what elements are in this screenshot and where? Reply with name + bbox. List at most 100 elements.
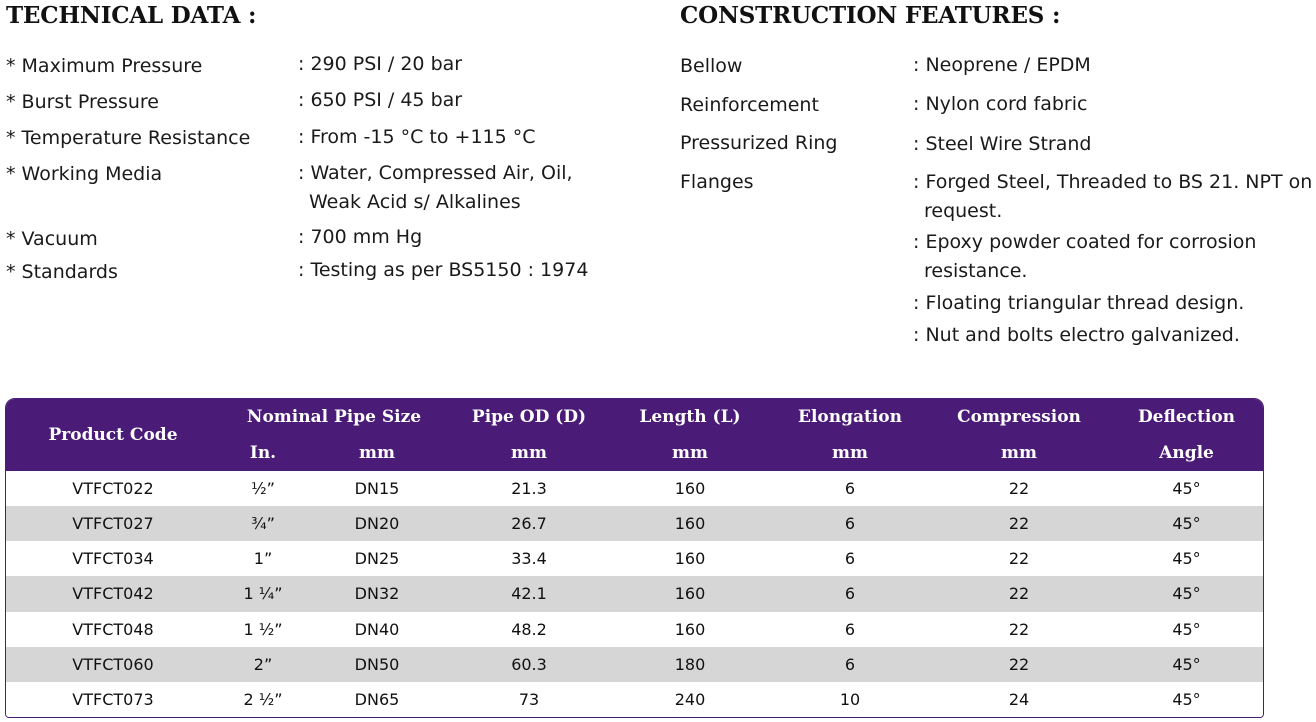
cell-od: 26.7 [448,506,610,542]
cell-inch: ¾” [220,506,306,542]
spec-value: : 700 mm Hg [298,226,423,248]
cell-code: VTFCT048 [6,611,220,647]
table-row: VTFCT060 2” DN50 60.3 180 6 22 45° [6,646,1263,682]
cell-od: 33.4 [448,541,610,577]
cell-od: 21.3 [448,471,610,507]
cell-od: 48.2 [448,611,610,647]
cell-elong: 6 [770,506,930,542]
cell-elong: 6 [770,611,930,647]
feature-value: : Epoxy powder coated for corrosion [913,231,1257,253]
header-unit-mm: mm [610,435,770,471]
cell-dn: DN32 [306,576,448,612]
cell-code: VTFCT060 [6,646,220,682]
cell-angle: 45° [1108,576,1263,612]
cell-length: 160 [610,611,770,647]
cell-comp: 22 [930,611,1108,647]
table-row: VTFCT073 2 ½” DN65 73 240 10 24 45° [6,681,1263,717]
spec-label: * Maximum Pressure [6,55,203,77]
cell-comp: 24 [930,681,1108,717]
cell-inch: 1 ½” [220,611,306,647]
cell-inch: 1” [220,541,306,577]
cell-length: 160 [610,506,770,542]
technical-data-title: TECHNICAL DATA : [6,2,257,29]
cell-comp: 22 [930,541,1108,577]
header-deflection: Deflection [1108,399,1263,435]
cell-dn: DN65 [306,681,448,717]
feature-value: : Nut and bolts electro galvanized. [913,324,1240,346]
spec-value: : Testing as per BS5150 : 1974 [298,259,589,281]
header-unit-mm: mm [306,435,448,471]
cell-code: VTFCT042 [6,576,220,612]
cell-angle: 45° [1108,541,1263,577]
header-nominal-pipe-size: Nominal Pipe Size [220,399,448,435]
feature-value-cont: request. [924,200,1003,222]
cell-elong: 6 [770,471,930,507]
feature-value: : Neoprene / EPDM [913,54,1091,76]
spec-value: : 290 PSI / 20 bar [298,53,463,75]
cell-dn: DN20 [306,506,448,542]
header-unit-in: In. [220,435,306,471]
cell-od: 60.3 [448,646,610,682]
header-compression: Compression [930,399,1108,435]
header-length: Length (L) [610,399,770,435]
cell-angle: 45° [1108,506,1263,542]
cell-code: VTFCT022 [6,471,220,507]
feature-value-cont: resistance. [924,260,1028,282]
spec-value: : Water, Compressed Air, Oil, [298,162,573,184]
spec-label: * Burst Pressure [6,91,159,113]
table-row: VTFCT048 1 ½” DN40 48.2 160 6 22 45° [6,611,1263,647]
cell-dn: DN50 [306,646,448,682]
cell-dn: DN15 [306,471,448,507]
table-row: VTFCT027 ¾” DN20 26.7 160 6 22 45° [6,506,1263,542]
cell-dn: DN25 [306,541,448,577]
cell-inch: 2 ½” [220,681,306,717]
cell-comp: 22 [930,471,1108,507]
spec-value: : From -15 °C to +115 °C [298,126,536,148]
cell-inch: ½” [220,471,306,507]
header-pipe-od: Pipe OD (D) [448,399,610,435]
cell-length: 160 [610,471,770,507]
feature-value: : Floating triangular thread design. [913,292,1245,314]
feature-label: Reinforcement [680,94,819,116]
cell-angle: 45° [1108,471,1263,507]
header-angle: Angle [1108,435,1263,471]
header-unit-mm: mm [770,435,930,471]
product-table: Product Code Nominal Pipe Size Pipe OD (… [6,399,1263,717]
cell-elong: 6 [770,576,930,612]
cell-code: VTFCT034 [6,541,220,577]
cell-comp: 22 [930,506,1108,542]
spec-label: * Temperature Resistance [6,127,251,149]
spec-label: * Working Media [6,163,163,185]
cell-length: 240 [610,681,770,717]
cell-code: VTFCT073 [6,681,220,717]
spec-value-cont: Weak Acid s/ Alkalines [309,191,521,213]
table-row: VTFCT042 1 ¼” DN32 42.1 160 6 22 45° [6,576,1263,612]
cell-od: 42.1 [448,576,610,612]
cell-inch: 1 ¼” [220,576,306,612]
table-row: VTFCT034 1” DN25 33.4 160 6 22 45° [6,541,1263,577]
spec-label: * Standards [6,261,118,283]
cell-code: VTFCT027 [6,506,220,542]
feature-value: : Steel Wire Strand [913,133,1092,155]
cell-elong: 6 [770,646,930,682]
feature-value: : Nylon cord fabric [913,93,1088,115]
feature-value: : Forged Steel, Threaded to BS 21. NPT o… [913,171,1313,193]
header-product-code: Product Code [6,399,220,471]
cell-comp: 22 [930,646,1108,682]
feature-label: Pressurized Ring [680,132,838,154]
construction-features-title: CONSTRUCTION FEATURES : [680,2,1061,29]
cell-inch: 2” [220,646,306,682]
cell-elong: 6 [770,541,930,577]
cell-length: 160 [610,541,770,577]
cell-angle: 45° [1108,646,1263,682]
cell-length: 160 [610,576,770,612]
cell-elong: 10 [770,681,930,717]
cell-angle: 45° [1108,611,1263,647]
header-elongation: Elongation [770,399,930,435]
spec-label: * Vacuum [6,228,98,250]
cell-length: 180 [610,646,770,682]
table-row: VTFCT022 ½” DN15 21.3 160 6 22 45° [6,471,1263,507]
cell-comp: 22 [930,576,1108,612]
product-table-container: Product Code Nominal Pipe Size Pipe OD (… [5,398,1264,718]
cell-od: 73 [448,681,610,717]
